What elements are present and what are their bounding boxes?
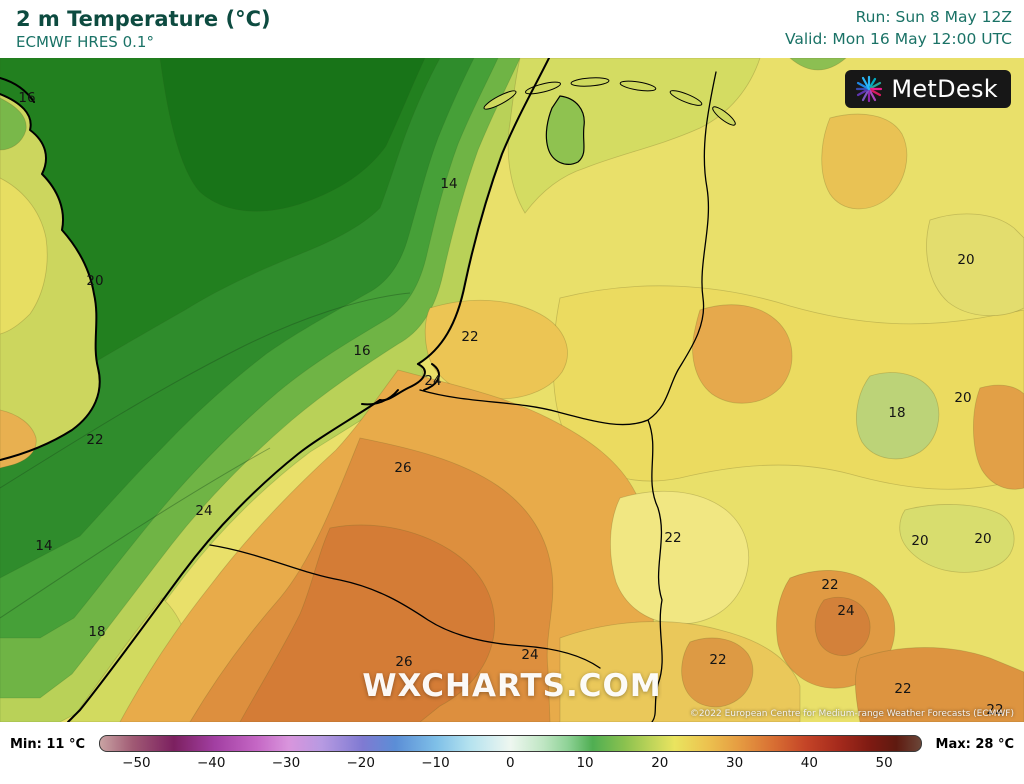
ijsselmeer-lake xyxy=(545,95,585,165)
wadden-islands xyxy=(483,77,736,126)
temp-label: 18 xyxy=(88,624,106,640)
country-borders xyxy=(209,71,717,722)
temp-label: 22 xyxy=(709,652,727,668)
temp-label: 22 xyxy=(986,702,1004,718)
sea-fill-layers xyxy=(0,58,549,722)
temp-label: 20 xyxy=(957,252,975,268)
land-warm-regions xyxy=(119,58,1024,722)
colorbar-tick: −50 xyxy=(122,755,151,771)
metdesk-logo: MetDesk xyxy=(845,70,1011,108)
temp-label: 20 xyxy=(974,531,992,547)
temp-label: 24 xyxy=(837,603,855,619)
temp-label: 22 xyxy=(461,329,479,345)
colorbar-tick: −30 xyxy=(271,755,301,771)
temp-label: 22 xyxy=(664,530,682,546)
temp-label: 26 xyxy=(394,460,412,476)
colorbar-tick: 30 xyxy=(725,755,744,771)
temp-label: 16 xyxy=(18,90,36,106)
temp-label-layer: 16 20 22 14 18 14 16 22 24 26 24 26 24 22 22 18 20 20 20 20… xyxy=(0,58,1024,722)
colorbar-footer: Min: 11 °C −50 −40 −30 −20 −10 0 10 20 30 40 50 Ma… xyxy=(0,722,1024,784)
colorbar-tick: 10 xyxy=(576,755,594,771)
coastlines xyxy=(0,58,550,722)
colorbar-wrap: −50 −40 −30 −20 −10 0 10 20 30 40 50 xyxy=(99,735,922,777)
page-title: 2 m Temperature (°C) xyxy=(16,7,271,31)
temp-label: 24 xyxy=(195,503,213,519)
temp-label: 18 xyxy=(888,405,906,421)
colorbar-tick: 0 xyxy=(505,755,515,771)
temp-label: 22 xyxy=(86,432,104,448)
header-right: Run: Sun 8 May 12Z Valid: Mon 16 May 12:… xyxy=(785,7,1012,50)
temp-label: 20 xyxy=(911,533,929,549)
metdesk-logo-text: MetDesk xyxy=(891,75,998,103)
copyright-text: ©2022 European Centre for Medium-range W… xyxy=(689,709,1014,719)
colorbar-gradient xyxy=(99,735,922,752)
wxcharts-watermark: WXCHARTS.COM xyxy=(362,668,662,704)
temp-label: 16 xyxy=(353,343,371,359)
colorbar-tick: −40 xyxy=(196,755,226,771)
metdesk-starburst-icon xyxy=(856,75,883,103)
temp-label: 22 xyxy=(821,577,839,593)
min-temp-label: Min: 11 °C xyxy=(10,737,86,752)
colorbar-ticks: −50 −40 −30 −20 −10 0 10 20 30 40 50 xyxy=(99,755,921,777)
colorbar-tick: −20 xyxy=(346,755,375,771)
temp-label: 14 xyxy=(440,176,458,192)
header: 2 m Temperature (°C) ECMWF HRES 0.1° Run… xyxy=(0,0,1024,58)
temp-label: 14 xyxy=(35,537,53,554)
temp-label: 24 xyxy=(424,373,442,389)
header-left: 2 m Temperature (°C) ECMWF HRES 0.1° xyxy=(16,7,271,51)
temp-label: 24 xyxy=(521,647,539,663)
temp-label: 20 xyxy=(86,273,104,289)
temp-label: 20 xyxy=(954,390,972,406)
colorbar-tick: −10 xyxy=(421,755,450,771)
temperature-map: 16 20 22 14 18 14 16 22 24 26 24 26 24 22 22 18 20 20 20 20… xyxy=(0,58,1024,722)
colorbar-tick: 50 xyxy=(875,755,893,771)
run-time: Run: Sun 8 May 12Z xyxy=(855,8,1012,26)
temp-label: 26 xyxy=(395,653,413,670)
valid-time: Valid: Mon 16 May 12:00 UTC xyxy=(784,29,1012,48)
temp-label: 22 xyxy=(894,681,912,697)
uk-land xyxy=(0,93,101,469)
colorbar-tick: 20 xyxy=(651,755,669,771)
model-subtitle: ECMWF HRES 0.1° xyxy=(16,33,154,52)
colorbar-tick: 40 xyxy=(800,755,818,771)
max-temp-label: Max: 28 °C xyxy=(935,737,1014,752)
temperature-map-svg xyxy=(0,58,1024,722)
